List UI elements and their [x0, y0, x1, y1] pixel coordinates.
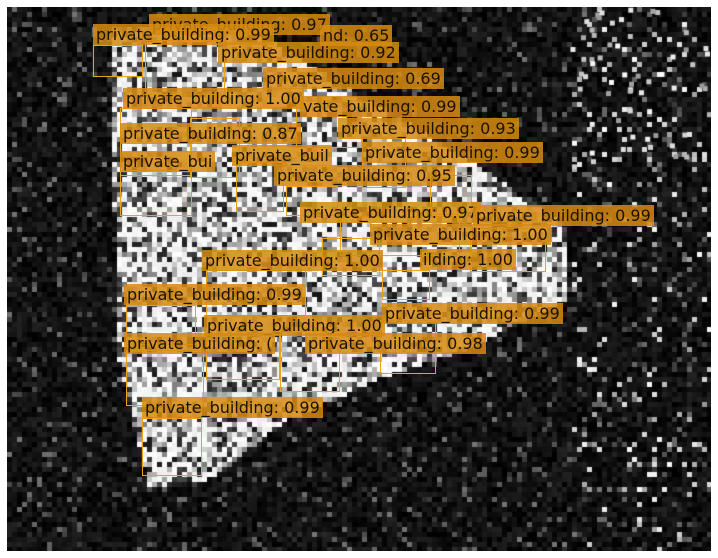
detection-label: ilding: 1.00 [420, 249, 516, 270]
detection-label: private_building: 0.95 [274, 165, 455, 186]
detection-label: private_building: 0.99 [362, 142, 543, 163]
detection-label: private_building: 0.97 [300, 202, 481, 223]
detection-label: private_building: 1.00 [123, 88, 304, 109]
detection-label: private_building: 0.99 [124, 284, 305, 305]
detection-label: private_bui [120, 151, 216, 172]
detection-label: private_building: ( [124, 333, 276, 354]
detection-label: private_building: 0.99 [382, 303, 563, 324]
detection-label: nd: 0.65 [320, 25, 393, 46]
detection-label: private_building: 0.99 [93, 24, 274, 45]
detection-label: private_building: 0.98 [305, 333, 486, 354]
detection-label: private_building: 0.87 [120, 123, 301, 144]
detection-label: private_building: 0.93 [338, 118, 519, 139]
detection-label: private_building: 0.99 [473, 205, 654, 226]
detection-label: private_building: 1.00 [370, 224, 551, 245]
detection-label: private_building: 0.92 [218, 42, 399, 63]
detection-label: vate_building: 0.99 [300, 96, 460, 117]
detection-label: private_building: 0.99 [142, 397, 323, 418]
detection-label: private_buil [232, 145, 332, 166]
detection-label: private_building: 1.00 [202, 250, 383, 271]
detection-label: private_building: 0.69 [263, 68, 444, 89]
detection-label: private_building: 1.00 [204, 315, 385, 336]
